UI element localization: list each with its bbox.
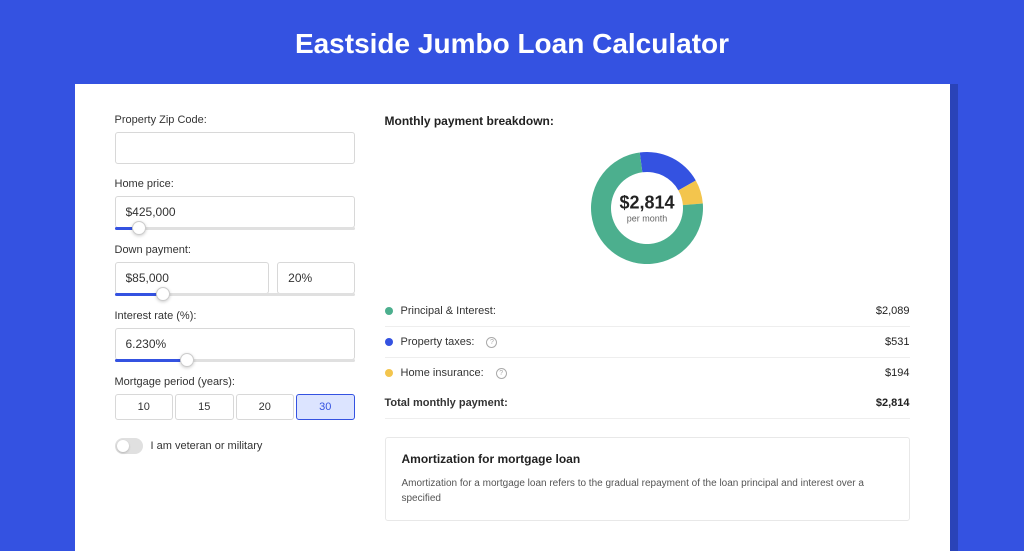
donut-chart: $2,814 per month [583, 144, 711, 272]
down-payment-field: Down payment: [115, 244, 355, 296]
down-payment-slider[interactable] [115, 293, 355, 296]
legend-label: Property taxes: [401, 336, 475, 348]
total-label: Total monthly payment: [385, 397, 508, 409]
info-icon[interactable]: ? [496, 368, 507, 379]
zip-label: Property Zip Code: [115, 114, 355, 126]
veteran-row: I am veteran or military [115, 438, 355, 454]
legend-label: Home insurance: [401, 367, 484, 379]
total-row: Total monthly payment: $2,814 [385, 388, 910, 419]
veteran-toggle[interactable] [115, 438, 143, 454]
legend-row: Principal & Interest: $2,089 [385, 296, 910, 327]
breakdown-panel: Monthly payment breakdown: $2,814 per mo… [385, 114, 910, 521]
legend: Principal & Interest: $2,089 Property taxe… [385, 296, 910, 388]
interest-input[interactable] [115, 328, 355, 360]
breakdown-title: Monthly payment breakdown: [385, 114, 910, 128]
zip-input[interactable] [115, 132, 355, 164]
period-btn-20[interactable]: 20 [236, 394, 295, 420]
home-price-label: Home price: [115, 178, 355, 190]
amortization-box: Amortization for mortgage loan Amortizat… [385, 437, 910, 521]
calculator-card: Property Zip Code: Home price: Down paym… [75, 84, 950, 551]
legend-dot [385, 369, 393, 377]
zip-field: Property Zip Code: [115, 114, 355, 164]
legend-dot [385, 307, 393, 315]
legend-value: $2,089 [876, 305, 910, 317]
legend-row: Home insurance:? $194 [385, 358, 910, 388]
legend-label: Principal & Interest: [401, 305, 496, 317]
donut-amount: $2,814 [619, 193, 674, 214]
period-field: Mortgage period (years): 10152030 [115, 376, 355, 420]
interest-label: Interest rate (%): [115, 310, 355, 322]
amortization-title: Amortization for mortgage loan [402, 452, 893, 466]
total-value: $2,814 [876, 397, 910, 409]
form-panel: Property Zip Code: Home price: Down paym… [115, 114, 355, 521]
legend-value: $194 [885, 367, 909, 379]
legend-row: Property taxes:? $531 [385, 327, 910, 358]
home-price-slider[interactable] [115, 227, 355, 230]
period-label: Mortgage period (years): [115, 376, 355, 388]
down-payment-label: Down payment: [115, 244, 355, 256]
interest-field: Interest rate (%): [115, 310, 355, 362]
home-price-input[interactable] [115, 196, 355, 228]
period-btn-15[interactable]: 15 [175, 394, 234, 420]
down-payment-pct-input[interactable] [277, 262, 354, 294]
legend-dot [385, 338, 393, 346]
period-btn-30[interactable]: 30 [296, 394, 355, 420]
veteran-label: I am veteran or military [151, 440, 263, 452]
donut-sub: per month [619, 214, 674, 224]
amortization-text: Amortization for a mortgage loan refers … [402, 476, 893, 506]
down-payment-input[interactable] [115, 262, 270, 294]
info-icon[interactable]: ? [486, 337, 497, 348]
interest-slider[interactable] [115, 359, 355, 362]
donut-wrap: $2,814 per month [385, 144, 910, 272]
page-title: Eastside Jumbo Loan Calculator [0, 0, 1024, 84]
home-price-field: Home price: [115, 178, 355, 230]
period-buttons: 10152030 [115, 394, 355, 420]
period-btn-10[interactable]: 10 [115, 394, 174, 420]
legend-value: $531 [885, 336, 909, 348]
